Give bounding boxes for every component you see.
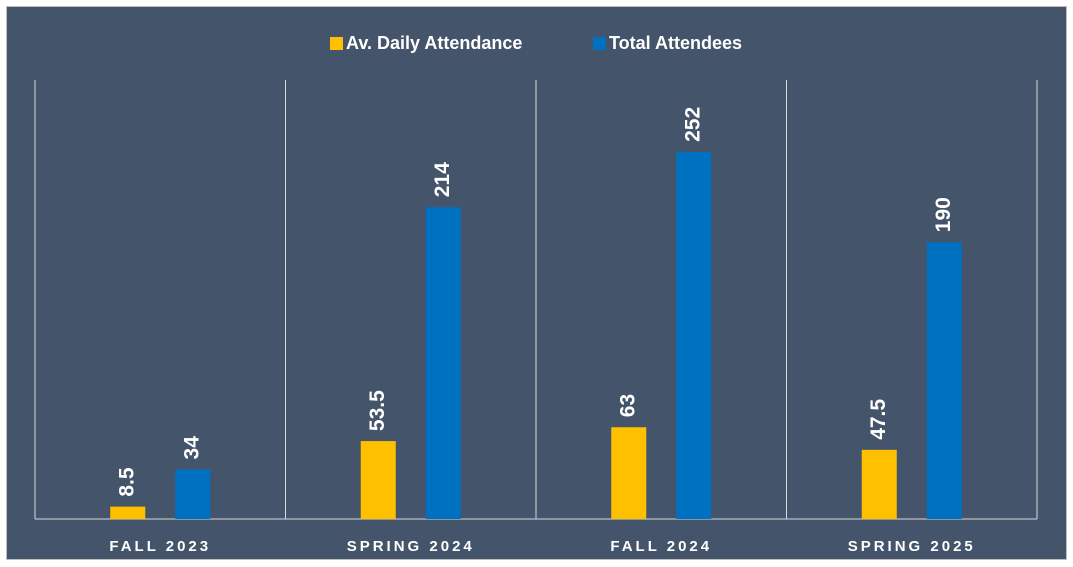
bar — [861, 449, 897, 519]
x-tick-label: SPRING 2025 — [848, 538, 976, 555]
bar — [110, 506, 146, 519]
value-label: 63 — [616, 394, 639, 417]
bar — [676, 151, 712, 520]
value-label: 252 — [681, 107, 704, 142]
legend-swatch — [593, 37, 606, 50]
bar — [360, 441, 396, 519]
legend-label: Av. Daily Attendance — [346, 33, 522, 53]
x-tick-label: FALL 2024 — [610, 538, 712, 555]
bar — [611, 427, 647, 519]
x-tick-label: SPRING 2024 — [347, 538, 475, 555]
bar — [425, 207, 461, 520]
value-label: 214 — [431, 162, 454, 197]
bar — [926, 242, 962, 519]
value-label: 47.5 — [867, 399, 890, 440]
value-label: 34 — [180, 436, 203, 460]
value-label: 8.5 — [115, 467, 138, 497]
bar — [175, 469, 211, 519]
value-label: 53.5 — [366, 390, 389, 431]
x-tick-label: FALL 2023 — [109, 538, 211, 555]
legend-swatch — [330, 37, 343, 50]
value-label: 190 — [932, 197, 955, 232]
legend-label: Total Attendees — [609, 33, 742, 53]
